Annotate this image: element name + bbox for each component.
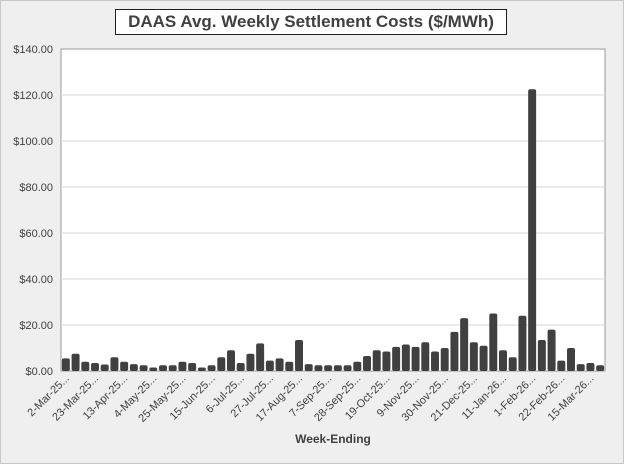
x-axis-title: Week-Ending — [295, 432, 371, 446]
bar: 9-Mar-25: $7.50 — [71, 353, 80, 371]
y-tick-label: $140.00 — [13, 44, 53, 56]
bar: 19-Oct-25: $8.50 — [382, 351, 391, 371]
y-tick-label: $20.00 — [19, 320, 53, 332]
bar: 6-Jul-25: $3.50 — [236, 362, 245, 371]
bar: 15-Feb-26: $18.00 — [547, 329, 556, 371]
plot-area — [60, 48, 606, 372]
bar: 30-Nov-25: $10.00 — [440, 348, 449, 371]
bar: 17-Aug-25: $13.50 — [295, 339, 303, 371]
bar: 6-Apr-25: $6.00 — [110, 357, 119, 371]
bar: 22-Feb-26: $4.50 — [557, 360, 566, 371]
bar: 25-May-25: $4.00 — [178, 361, 187, 371]
y-tick-label: $60.00 — [19, 228, 53, 240]
bar: 5-Oct-25: $6.50 — [363, 356, 371, 371]
bar: 25-Jan-26: $24.00 — [518, 315, 527, 371]
y-tick-label: $120.00 — [13, 90, 53, 102]
bar: 7-Dec-25: $17.00 — [450, 331, 459, 371]
bar: 20-Jul-25: $12.00 — [256, 343, 265, 371]
bar: 7-Sep-25: $2.50 — [324, 365, 333, 371]
bar: 30-Mar-25: $2.80 — [100, 364, 109, 371]
bar: 15-Mar-26: $3.50 — [586, 362, 595, 371]
bar: 11-May-25: $2.50 — [159, 365, 167, 371]
y-tick-label: $80.00 — [19, 182, 53, 194]
y-tick-label: $40.00 — [19, 274, 53, 286]
bar: 24-Aug-25: $3.00 — [304, 364, 313, 371]
x-axis-ticks: 2-Mar-25...23-Mar-25...13-Apr-25...4-May… — [25, 373, 596, 425]
bar: 3-Aug-25: $5.50 — [275, 358, 284, 371]
bar: 8-Jun-25: $1.50 — [197, 367, 206, 371]
chart-title: DAAS Avg. Weekly Settlement Costs ($/MWh… — [115, 9, 507, 35]
bar: 10-Aug-25: $4.00 — [285, 361, 294, 371]
bar: 28-Dec-25: $11.00 — [479, 345, 488, 371]
bar: 15-Jun-25: $2.50 — [207, 365, 216, 371]
bar: 12-Oct-25: $9.00 — [372, 350, 381, 371]
bar: 28-Sep-25: $4.00 — [353, 361, 362, 371]
bar: 21-Dec-25: $12.50 — [469, 342, 478, 371]
bar: 22-Mar-26: $2.50 — [596, 365, 605, 371]
bar: 29-Jun-25: $9.00 — [227, 350, 235, 371]
bar: 18-May-25: $2.50 — [168, 365, 177, 371]
bar: 20-Apr-25: $3.00 — [129, 364, 138, 371]
bar: 22-Jun-25: $6.00 — [217, 357, 226, 371]
bar: 13-Apr-25: $4.00 — [120, 361, 129, 371]
y-tick-label: $100.00 — [13, 136, 53, 148]
bar: 31-Aug-25: $2.50 — [314, 365, 323, 371]
bar: 9-Nov-25: $10.50 — [411, 346, 420, 371]
bar: 18-Jan-26: $6.00 — [508, 357, 517, 371]
bar: 1-Mar-26: $10.00 — [567, 348, 575, 371]
bar: 1-Jun-25: $3.50 — [188, 362, 197, 371]
bar: 23-Mar-25: $3.50 — [91, 362, 99, 371]
bar: 16-Nov-25: $12.50 — [421, 342, 430, 371]
bar: 14-Sep-25: $2.50 — [333, 365, 342, 371]
bar: 2-Nov-25: $11.50 — [401, 344, 410, 371]
bar: 2-Mar-25: $5.50 — [61, 358, 70, 371]
y-tick-label: $0.00 — [25, 366, 53, 378]
bar-series: 2-Mar-25: $5.509-Mar-25: $7.5016-Mar-25:… — [61, 89, 605, 371]
bar: 8-Feb-26: $13.50 — [537, 339, 546, 371]
bar: 13-Jul-25: $7.50 — [246, 353, 255, 371]
bar: 27-Apr-25: $2.50 — [139, 365, 148, 371]
bar: 1-Feb-26: $122.50 — [528, 89, 537, 371]
bar: 4-May-25: $1.50 — [149, 367, 158, 371]
y-axis-ticks: $0.00 $20.00 $40.00 $60.00 $80.00 $100.00 $120… — [13, 44, 53, 378]
bar: 26-Oct-25: $10.50 — [392, 346, 401, 371]
bar: 23-Nov-25: $8.50 — [431, 351, 439, 371]
bar: 16-Mar-25: $4.00 — [81, 361, 90, 371]
bar: 27-Jul-25: $4.50 — [265, 360, 274, 371]
gridlines — [61, 94, 605, 326]
bar: 21-Sep-25: $2.50 — [343, 365, 352, 371]
bar: 8-Mar-26: $3.00 — [576, 364, 585, 371]
bar: 11-Jan-26: $9.00 — [499, 350, 507, 371]
bar: 4-Jan-26: $25.00 — [489, 313, 498, 371]
bar: 14-Dec-25: $23.00 — [460, 318, 469, 371]
